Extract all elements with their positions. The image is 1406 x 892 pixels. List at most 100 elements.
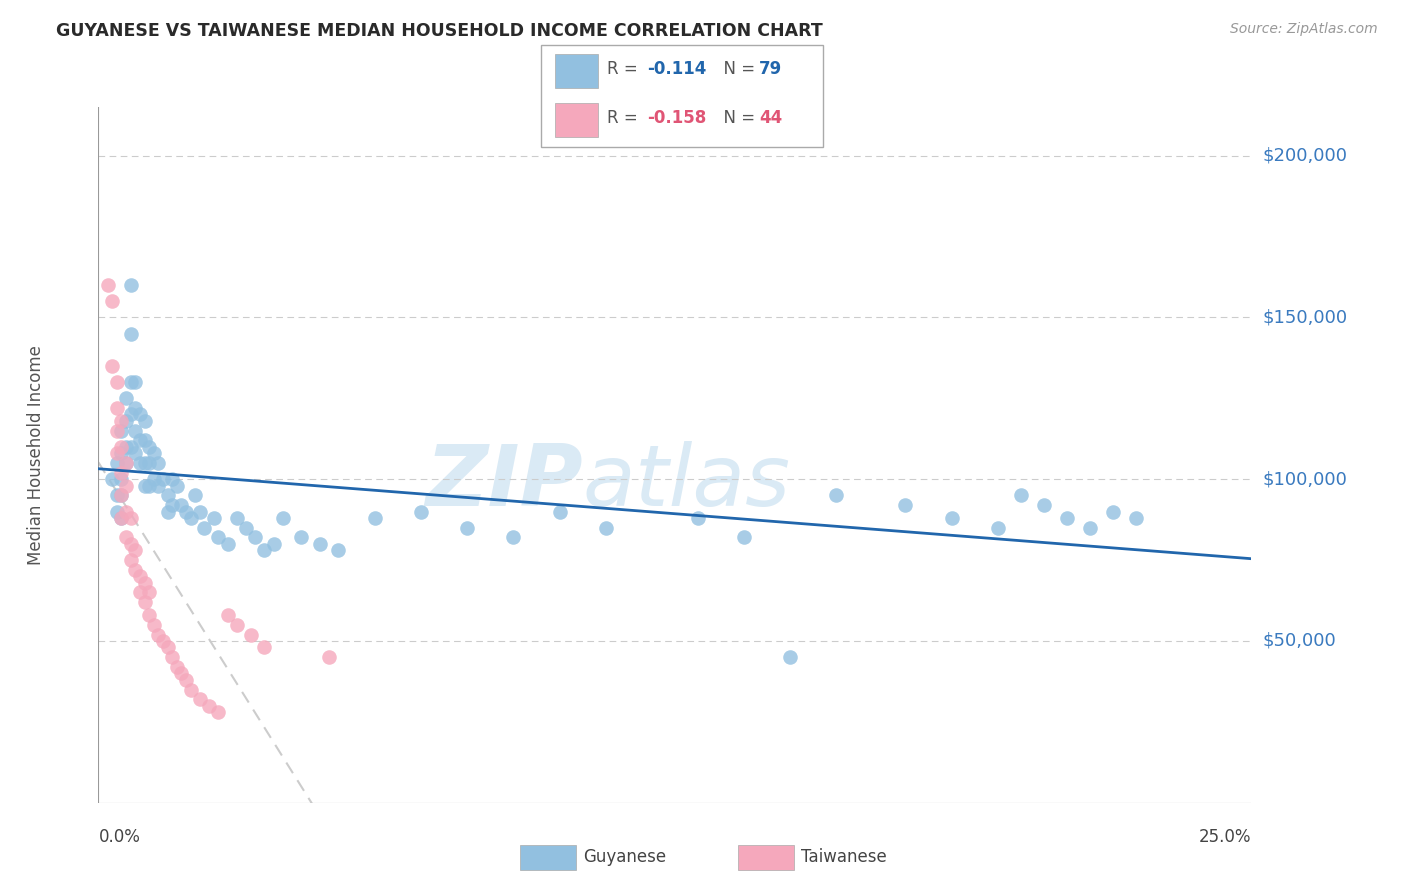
Point bbox=[207, 531, 229, 545]
Text: $150,000: $150,000 bbox=[1263, 309, 1347, 326]
Text: ZIP: ZIP bbox=[425, 442, 582, 524]
Point bbox=[120, 408, 142, 422]
Point bbox=[987, 521, 1010, 535]
Text: R =: R = bbox=[607, 61, 644, 78]
Text: 0.0%: 0.0% bbox=[98, 828, 141, 846]
Point bbox=[1125, 511, 1147, 525]
Point bbox=[115, 456, 138, 470]
Point bbox=[138, 585, 160, 599]
Point bbox=[235, 521, 257, 535]
Point bbox=[129, 408, 152, 422]
Text: -0.114: -0.114 bbox=[647, 61, 706, 78]
Point bbox=[188, 692, 211, 706]
Point bbox=[129, 585, 152, 599]
Point bbox=[193, 521, 215, 535]
Point bbox=[1056, 511, 1078, 525]
Point bbox=[160, 650, 183, 665]
Point bbox=[110, 511, 132, 525]
Point bbox=[120, 553, 142, 567]
Point bbox=[263, 537, 285, 551]
Point bbox=[207, 705, 229, 719]
Point bbox=[110, 472, 132, 486]
Text: atlas: atlas bbox=[582, 442, 790, 524]
Point bbox=[124, 563, 146, 577]
Point bbox=[271, 511, 294, 525]
Point bbox=[115, 456, 138, 470]
Point bbox=[411, 504, 433, 518]
Point bbox=[166, 660, 188, 674]
Point bbox=[502, 531, 524, 545]
Point bbox=[217, 537, 239, 551]
Point bbox=[105, 401, 128, 415]
Point bbox=[180, 682, 202, 697]
Point bbox=[110, 466, 132, 480]
Point bbox=[198, 698, 221, 713]
Point bbox=[115, 531, 138, 545]
Point bbox=[225, 511, 247, 525]
Point bbox=[253, 640, 276, 655]
Point bbox=[202, 511, 225, 525]
Point bbox=[180, 511, 202, 525]
Text: 79: 79 bbox=[759, 61, 783, 78]
Point bbox=[124, 375, 146, 389]
Point bbox=[105, 424, 128, 438]
Point bbox=[110, 488, 132, 502]
Text: N =: N = bbox=[713, 61, 761, 78]
Point bbox=[328, 543, 350, 558]
Text: -0.158: -0.158 bbox=[647, 110, 706, 128]
Point bbox=[110, 440, 132, 454]
Point bbox=[170, 498, 193, 512]
Point bbox=[318, 650, 340, 665]
Point bbox=[225, 617, 247, 632]
Point bbox=[115, 440, 138, 454]
Point bbox=[548, 504, 571, 518]
Point bbox=[97, 278, 120, 293]
Point bbox=[686, 511, 709, 525]
Point bbox=[941, 511, 963, 525]
Point bbox=[120, 537, 142, 551]
Text: GUYANESE VS TAIWANESE MEDIAN HOUSEHOLD INCOME CORRELATION CHART: GUYANESE VS TAIWANESE MEDIAN HOUSEHOLD I… bbox=[56, 22, 823, 40]
Point bbox=[138, 478, 160, 492]
Point bbox=[134, 575, 156, 590]
Point bbox=[115, 392, 138, 406]
Point bbox=[110, 511, 132, 525]
Point bbox=[138, 456, 160, 470]
Point bbox=[160, 498, 183, 512]
Point bbox=[115, 414, 138, 428]
Point bbox=[142, 617, 165, 632]
Point bbox=[456, 521, 478, 535]
Point bbox=[142, 446, 165, 460]
Point bbox=[105, 504, 128, 518]
Point bbox=[124, 446, 146, 460]
Point bbox=[115, 478, 138, 492]
Point bbox=[129, 434, 152, 448]
Point bbox=[110, 488, 132, 502]
Point bbox=[152, 472, 174, 486]
Point bbox=[124, 401, 146, 415]
Point bbox=[1010, 488, 1032, 502]
Point bbox=[253, 543, 276, 558]
Point bbox=[120, 440, 142, 454]
Text: 44: 44 bbox=[759, 110, 783, 128]
Text: $50,000: $50,000 bbox=[1263, 632, 1336, 650]
Point bbox=[105, 488, 128, 502]
Point bbox=[364, 511, 387, 525]
Point bbox=[217, 608, 239, 623]
Point bbox=[105, 456, 128, 470]
Point bbox=[120, 278, 142, 293]
Point bbox=[115, 504, 138, 518]
Point bbox=[148, 627, 170, 641]
Text: Median Household Income: Median Household Income bbox=[27, 345, 45, 565]
Point bbox=[110, 424, 132, 438]
Point bbox=[120, 375, 142, 389]
Point bbox=[1032, 498, 1054, 512]
Point bbox=[110, 414, 132, 428]
Text: $100,000: $100,000 bbox=[1263, 470, 1347, 488]
Point bbox=[188, 504, 211, 518]
Point bbox=[160, 472, 183, 486]
Point bbox=[894, 498, 917, 512]
Point bbox=[124, 424, 146, 438]
Point bbox=[290, 531, 312, 545]
Point bbox=[120, 511, 142, 525]
Point bbox=[148, 456, 170, 470]
